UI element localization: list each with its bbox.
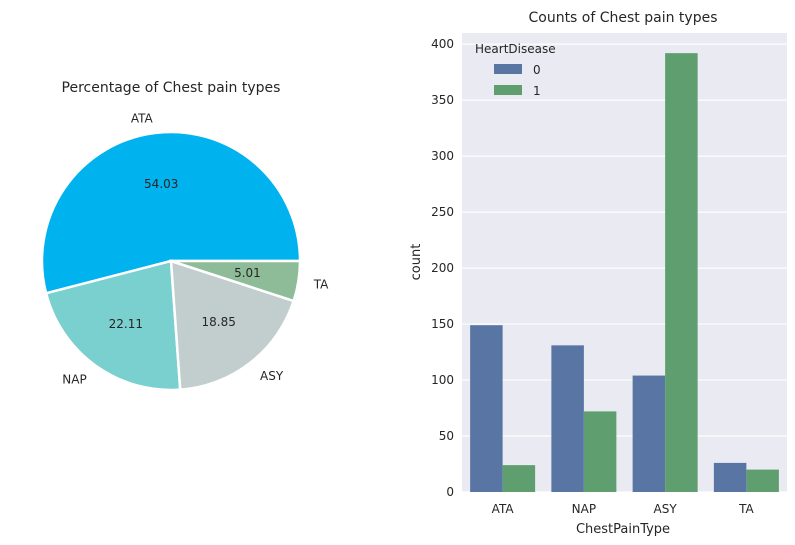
y-axis-label: count [409,244,424,281]
pie-slice-ta [170,259,302,303]
legend-label-0: 0 [533,63,541,77]
legend-label-1: 1 [533,84,541,98]
bar-nap-series-0 [551,345,584,492]
bar-ta-series-0 [713,462,747,492]
pie-value-label-ata: 54.03 [144,177,178,191]
x-tick-label: TA [738,502,754,516]
pie-slice-ata [40,130,302,295]
plot-area [462,33,787,492]
legend: HeartDisease 01 [475,42,556,98]
bar-chart: Counts of Chest pain types 0 50 100 150 200 2… [409,10,787,537]
y-tick-label: 200 [431,261,454,275]
pie-slice-nap [44,259,182,392]
y-tick-label: 0 [446,485,454,499]
pie-labels: 54.03 ATA 22.11 NAP 18.85 ASY 5.01 TA [62,112,329,387]
pie-slices [40,130,302,392]
pie-title: Percentage of Chest pain types [62,80,281,96]
y-tick-label: 300 [431,149,454,163]
pie-category-label-ta: TA [313,278,329,292]
legend-items: 01 [494,63,541,98]
x-axis-label: ChestPainType [576,522,670,537]
bar-ata-series-0 [470,325,503,492]
y-tick-label: 100 [431,373,454,387]
x-tick-label: NAP [572,502,596,516]
pie-value-label-ta: 5.01 [234,266,261,280]
bars [470,53,779,493]
x-tick-labels: ATA NAP ASY TA [492,502,755,516]
pie-category-label-asy: ASY [260,369,284,383]
x-tick-label: ASY [654,502,678,516]
y-tick-label: 150 [431,317,454,331]
pie-value-label-nap: 22.11 [109,317,143,331]
pie-category-label-ata: ATA [131,112,154,126]
bar-asy-series-0 [632,375,666,492]
y-tick-label: 250 [431,205,454,219]
pie-category-label-nap: NAP [62,372,86,386]
y-tick-label: 50 [439,429,454,443]
bar-title: Counts of Chest pain types [528,10,717,26]
pie-value-label-asy: 18.85 [202,315,236,329]
legend-title: HeartDisease [475,42,556,56]
bar-ta-series-1 [746,469,779,492]
bar-nap-series-1 [583,411,617,492]
y-tick-labels: 0 50 100 150 200 250 300 350 400 [431,37,454,499]
bar-ata-series-1 [502,465,536,492]
y-tick-label: 400 [431,37,454,51]
x-tick-label: ATA [492,502,515,516]
pie-slice-asy [169,259,296,392]
legend-swatch-0 [494,64,522,74]
legend-swatch-1 [494,85,522,95]
bar-asy-series-1 [665,53,698,493]
pie-chart: Percentage of Chest pain types 54.03 ATA 2… [40,80,329,392]
y-tick-label: 350 [431,93,454,107]
